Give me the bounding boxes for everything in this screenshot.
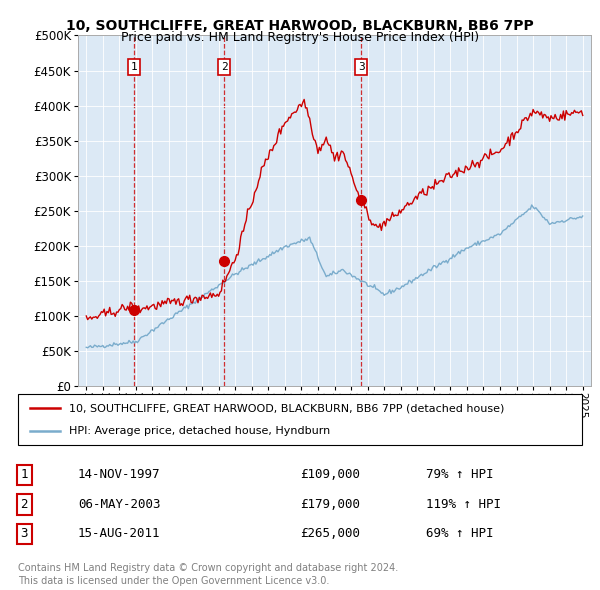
Text: 1: 1	[130, 62, 137, 72]
Text: 3: 3	[20, 527, 28, 540]
Text: 14-NOV-1997: 14-NOV-1997	[78, 468, 161, 481]
Text: £265,000: £265,000	[300, 527, 360, 540]
Text: 79% ↑ HPI: 79% ↑ HPI	[426, 468, 493, 481]
Text: 15-AUG-2011: 15-AUG-2011	[78, 527, 161, 540]
Text: Contains HM Land Registry data © Crown copyright and database right 2024.: Contains HM Land Registry data © Crown c…	[18, 563, 398, 572]
Text: 119% ↑ HPI: 119% ↑ HPI	[426, 498, 501, 511]
Text: This data is licensed under the Open Government Licence v3.0.: This data is licensed under the Open Gov…	[18, 576, 329, 586]
Text: 10, SOUTHCLIFFE, GREAT HARWOOD, BLACKBURN, BB6 7PP (detached house): 10, SOUTHCLIFFE, GREAT HARWOOD, BLACKBUR…	[69, 403, 505, 413]
Text: 3: 3	[358, 62, 365, 72]
Text: 1: 1	[20, 468, 28, 481]
Text: £179,000: £179,000	[300, 498, 360, 511]
Text: 10, SOUTHCLIFFE, GREAT HARWOOD, BLACKBURN, BB6 7PP: 10, SOUTHCLIFFE, GREAT HARWOOD, BLACKBUR…	[66, 19, 534, 34]
Text: 69% ↑ HPI: 69% ↑ HPI	[426, 527, 493, 540]
Text: Price paid vs. HM Land Registry's House Price Index (HPI): Price paid vs. HM Land Registry's House …	[121, 31, 479, 44]
Text: 06-MAY-2003: 06-MAY-2003	[78, 498, 161, 511]
Text: HPI: Average price, detached house, Hyndburn: HPI: Average price, detached house, Hynd…	[69, 426, 330, 436]
Text: 2: 2	[20, 498, 28, 511]
Text: 2: 2	[221, 62, 227, 72]
Text: £109,000: £109,000	[300, 468, 360, 481]
